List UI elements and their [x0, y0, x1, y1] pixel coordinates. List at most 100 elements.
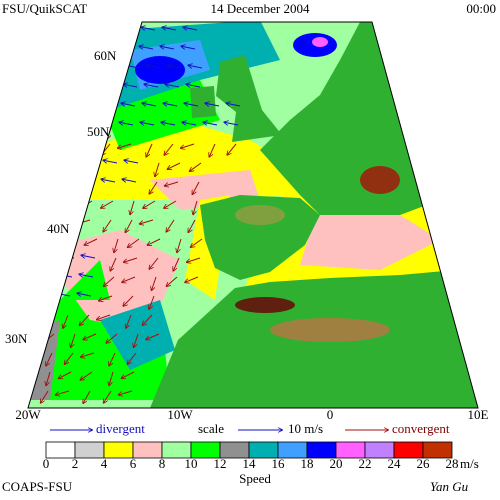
legend-convergent: convergent	[392, 421, 450, 436]
wind-arrow	[146, 333, 160, 339]
lat-label: 50N	[87, 124, 110, 139]
wind-arrow	[149, 181, 158, 194]
terrain	[235, 297, 295, 313]
lon-label: 10W	[167, 407, 193, 422]
wind-arrow	[122, 276, 136, 282]
wind-arrow	[188, 219, 196, 232]
wind-arrow	[97, 314, 111, 320]
wind-arrow	[84, 238, 98, 245]
colorbar-tick: 10	[185, 456, 198, 471]
wind-arrow	[56, 390, 70, 395]
wind-arrow	[209, 143, 216, 157]
wind-arrow	[123, 295, 134, 306]
wind-arrow	[164, 200, 177, 208]
colorbar-unit: m/s	[460, 456, 479, 471]
colorbar-tick: 22	[359, 456, 372, 471]
wind-arrow	[167, 162, 181, 169]
land	[190, 86, 216, 118]
wind-arrow	[83, 333, 97, 340]
wind-arrow	[191, 238, 203, 247]
legend-scale: scale	[198, 421, 224, 436]
wind-arrow	[155, 162, 160, 176]
wind-arrow	[188, 65, 203, 68]
lat-label: 40N	[47, 221, 70, 236]
wind-arrow	[140, 219, 154, 224]
wind-arrow	[177, 238, 182, 252]
colorbar-tick: 28	[446, 456, 459, 471]
wind-arrow	[109, 352, 116, 366]
colorbar-tick: 0	[43, 456, 50, 471]
wind-arrow	[167, 65, 182, 68]
colorbar-box	[132, 441, 163, 459]
wind-arrow	[114, 238, 119, 252]
colorbar-tick: 2	[72, 456, 79, 471]
wind-arrow	[146, 143, 153, 157]
wind-arrow	[147, 238, 161, 245]
wind-arrows	[41, 27, 241, 403]
speed-patch	[312, 37, 328, 47]
lat-label: 60N	[94, 48, 117, 63]
wind-arrow	[77, 293, 92, 296]
wind-arrow	[187, 257, 201, 262]
colorbar-tick: 6	[130, 456, 137, 471]
wind-arrow	[127, 352, 137, 364]
wind-arrow	[79, 274, 94, 277]
speed-patch	[135, 56, 185, 84]
wind-arrow	[103, 219, 112, 232]
wind-arrow	[121, 103, 136, 106]
wind-arrow	[110, 257, 117, 271]
lon-label: 0	[327, 407, 334, 422]
header-time: 00:00	[466, 1, 496, 16]
wind-arrow	[146, 65, 161, 68]
wind-arrow	[163, 103, 178, 106]
colorbar-title: Speed	[239, 471, 271, 486]
footer-right: Yan Gu	[430, 479, 469, 494]
wind-arrow	[161, 122, 176, 125]
wind-arrow	[134, 333, 139, 347]
terrain	[235, 205, 285, 225]
wind-arrow	[122, 371, 135, 378]
wind-arrow	[192, 181, 200, 194]
wind-arrow	[152, 276, 157, 290]
wind-arrow	[141, 27, 156, 30]
wind-arrow	[203, 122, 218, 125]
wind-arrow	[181, 143, 195, 148]
colorbar-tick: 24	[388, 456, 402, 471]
wind-arrow	[144, 84, 159, 87]
wind-arrow	[185, 276, 199, 282]
wind-arrow	[106, 333, 118, 343]
wind-arrow	[226, 103, 241, 106]
colorbar-box	[103, 441, 134, 459]
legend-scale-value: 10 m/s	[288, 421, 323, 436]
wind-arrow	[162, 27, 177, 30]
wind-arrow	[140, 122, 155, 125]
terrain	[270, 318, 390, 342]
wind-arrow	[149, 257, 159, 269]
wind-arrow	[71, 333, 76, 347]
wind-arrow	[80, 314, 90, 325]
wind-arrow	[160, 46, 175, 49]
colorbar-tick: 18	[301, 456, 314, 471]
colorbar-tick: 8	[159, 456, 166, 471]
colorbar-box	[422, 441, 453, 459]
wind-arrow	[65, 352, 74, 364]
land	[216, 55, 282, 142]
wind-arrow	[182, 122, 197, 125]
wind-arrow	[103, 160, 118, 163]
wind-arrow	[63, 314, 69, 328]
wind-arrow	[81, 255, 96, 258]
wind-arrow	[186, 84, 201, 87]
wind-arrow	[119, 122, 134, 125]
wind-arrow	[183, 27, 198, 30]
wind-arrow	[125, 219, 133, 232]
colorbar-tick: 20	[330, 456, 343, 471]
colorbar: 0 2 4 6 8 10 12 14 16 18 20 22 24 26 28 m/s	[43, 441, 479, 471]
wind-arrow	[193, 200, 198, 214]
wind-arrow	[99, 295, 113, 301]
colorbar-box	[74, 441, 105, 459]
wind-arrow	[149, 295, 155, 309]
wind-arrow	[123, 84, 138, 87]
wind-arrow	[166, 276, 178, 286]
wind-arrow	[126, 314, 132, 328]
